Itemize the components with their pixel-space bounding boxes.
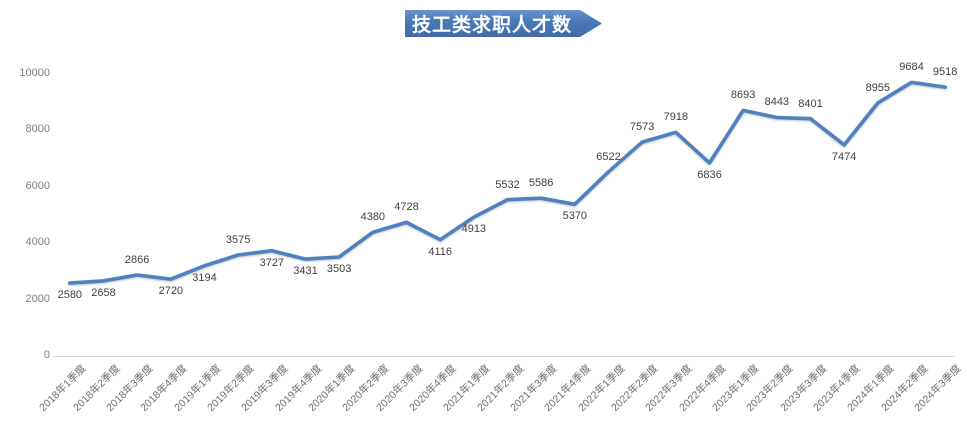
y-axis-label: 0 xyxy=(43,349,50,361)
chart-title: 技工类求职人才数 xyxy=(412,15,573,36)
data-label: 4728 xyxy=(394,201,419,214)
data-label: 8955 xyxy=(865,82,891,95)
data-label: 4116 xyxy=(428,245,452,258)
data-label: 5370 xyxy=(562,210,588,223)
data-label: 5532 xyxy=(495,178,520,191)
data-label: 2866 xyxy=(124,254,150,267)
y-axis-label: 6000 xyxy=(25,179,50,192)
data-label: 3575 xyxy=(225,234,251,246)
data-label: 3194 xyxy=(192,271,217,284)
data-label: 5586 xyxy=(528,177,554,190)
data-label: 8443 xyxy=(764,96,790,109)
data-label: 8401 xyxy=(798,97,823,110)
data-label: 3727 xyxy=(259,256,285,269)
series-line xyxy=(68,80,948,285)
data-label: 7474 xyxy=(831,150,857,163)
data-label: 9518 xyxy=(932,66,958,79)
data-label: 2658 xyxy=(91,286,116,299)
data-label: 3503 xyxy=(326,263,352,276)
data-label: 7573 xyxy=(629,121,655,134)
data-label: 6522 xyxy=(596,150,621,163)
data-label: 2580 xyxy=(57,289,83,302)
y-axis-label: 8000 xyxy=(25,123,50,135)
data-label: 8693 xyxy=(730,89,756,102)
data-label: 4913 xyxy=(461,223,487,236)
data-label: 4380 xyxy=(360,211,386,224)
chart-title-banner: 技工类求职人才数 xyxy=(405,10,602,37)
data-label: 2720 xyxy=(158,285,184,298)
data-label: 6836 xyxy=(697,168,722,181)
x-axis-line xyxy=(53,356,955,357)
y-axis-label: 2000 xyxy=(25,292,50,305)
y-axis-label: 10000 xyxy=(19,66,50,79)
data-label: 3431 xyxy=(293,265,318,278)
data-label: 7918 xyxy=(663,111,689,124)
data-label: 9684 xyxy=(899,61,924,74)
y-axis-label: 4000 xyxy=(25,236,50,248)
